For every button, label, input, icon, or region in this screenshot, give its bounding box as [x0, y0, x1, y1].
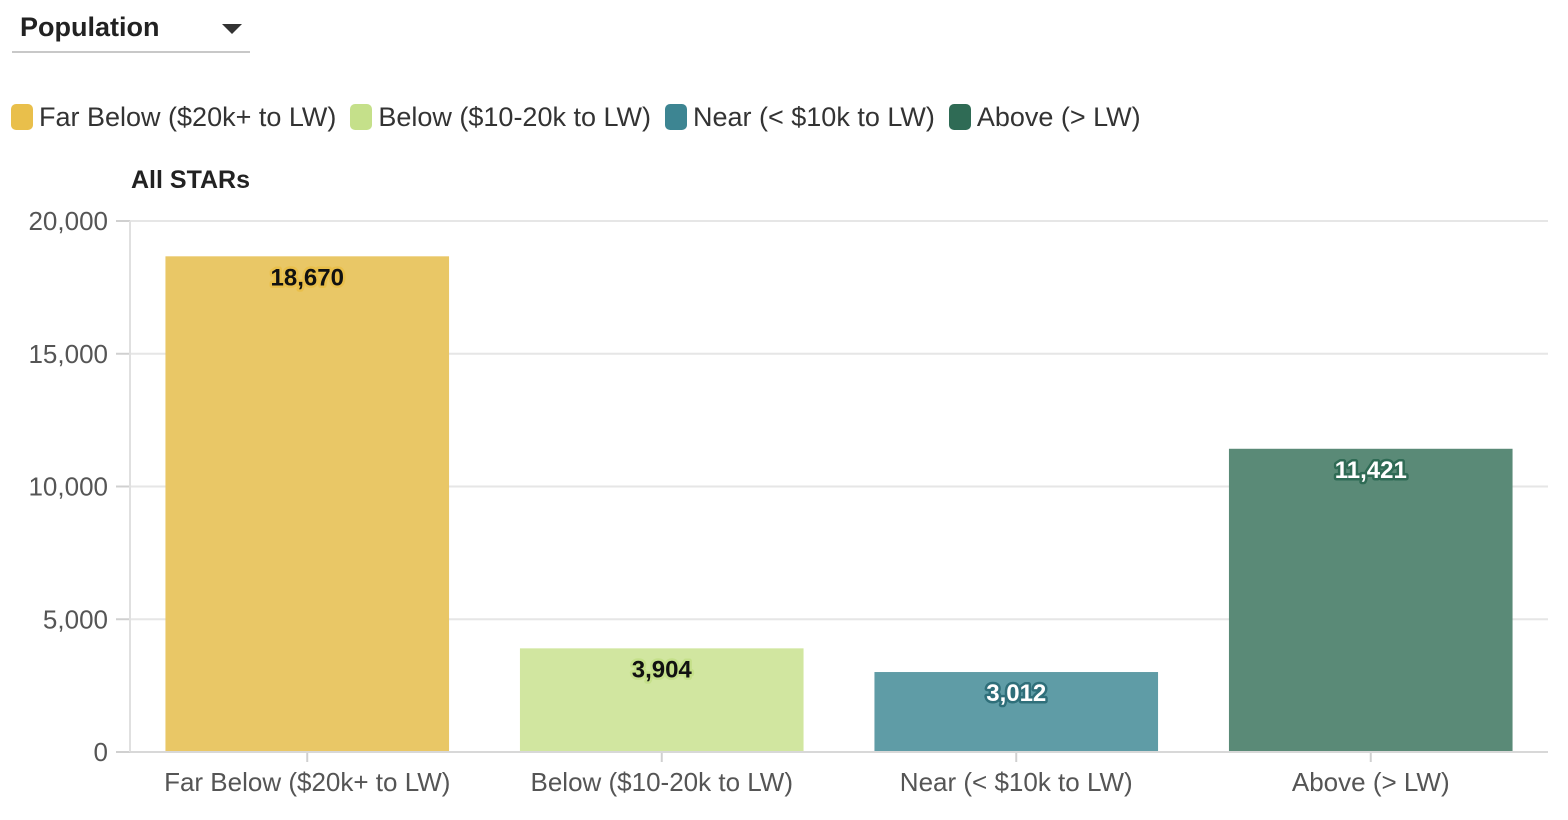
y-tick-label: 5,000	[43, 604, 108, 634]
legend-swatch	[11, 104, 33, 130]
chevron-down-icon	[222, 24, 242, 34]
legend-item-near[interactable]: Near (< $10k to LW)	[664, 101, 935, 133]
legend-swatch	[948, 104, 971, 130]
legend-label: Far Below ($20k+ to LW)	[39, 101, 337, 132]
chart-legend: Far Below ($20k+ to LW) Below ($10-20k t…	[11, 100, 1141, 134]
bar	[1228, 448, 1513, 752]
y-tick-label: 15,000	[28, 339, 108, 369]
metric-dropdown-value: Population	[20, 12, 160, 42]
y-tick-label: 0	[94, 737, 108, 767]
x-tick-label: Far Below ($20k+ to LW)	[164, 767, 450, 797]
bar	[874, 672, 1159, 752]
legend-swatch	[664, 104, 687, 130]
data-label: 3,012	[986, 680, 1046, 707]
legend-label: Below ($10-20k to LW)	[378, 101, 651, 132]
legend-label: Near (< $10k to LW)	[692, 101, 935, 132]
chart-title: All STARs	[131, 166, 250, 194]
y-tick-label: 10,000	[28, 472, 108, 502]
data-label: 3,904	[632, 656, 693, 683]
metric-dropdown[interactable]: Population	[12, 6, 250, 53]
legend-item-below[interactable]: Below ($10-20k to LW)	[350, 102, 651, 133]
legend-label: Above (> LW)	[976, 101, 1141, 132]
data-label: 18,670	[271, 264, 344, 291]
legend-swatch	[350, 104, 373, 130]
legend-item-far-below[interactable]: Far Below ($20k+ to LW)	[11, 102, 336, 133]
x-tick-label: Near (< $10k to LW)	[900, 767, 1133, 797]
legend-item-above[interactable]: Above (> LW)	[948, 101, 1141, 133]
y-tick-label: 20,000	[28, 206, 108, 236]
bar	[165, 256, 450, 752]
x-tick-label: Below ($10-20k to LW)	[530, 767, 793, 797]
data-label: 11,421	[1335, 457, 1407, 484]
bar	[519, 648, 804, 752]
x-tick-label: Above (> LW)	[1292, 767, 1450, 797]
